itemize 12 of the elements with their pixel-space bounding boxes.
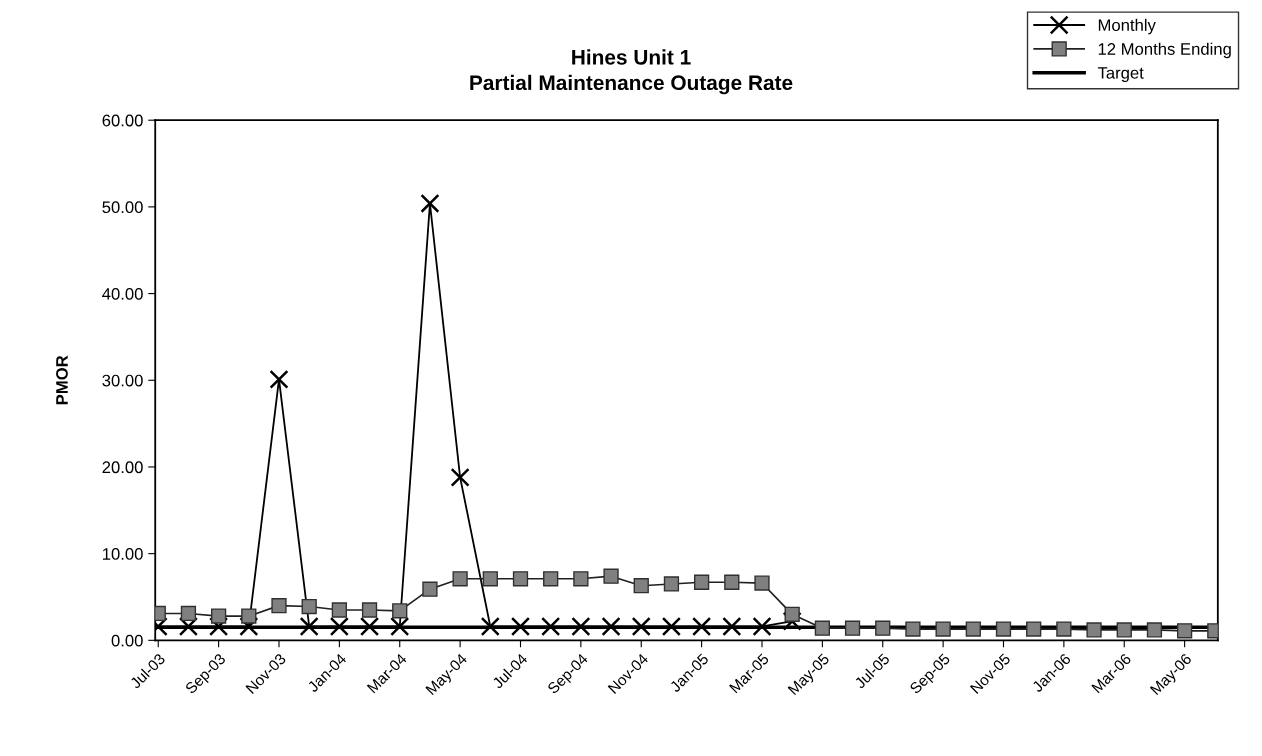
legend-label: Target bbox=[1097, 67, 1144, 83]
y-tick-label: 40.00 bbox=[102, 287, 143, 300]
chart-title: Hines Unit 1 Partial Maintenance Outage Rate bbox=[470, 49, 793, 95]
legend-label: 12 Months Ending bbox=[1098, 42, 1231, 59]
y-tick-label: 30.00 bbox=[102, 374, 143, 387]
legend-label: Monthly bbox=[1098, 18, 1156, 35]
y-tick-label: 10.00 bbox=[102, 548, 143, 560]
y-tick-label: 60.00 bbox=[102, 114, 143, 127]
y-tick-label: 20.00 bbox=[102, 461, 143, 474]
y-axis-title: PMOR bbox=[56, 355, 68, 405]
y-tick-label: 0.00 bbox=[111, 634, 143, 647]
y-tick-label: 50.00 bbox=[102, 201, 143, 214]
